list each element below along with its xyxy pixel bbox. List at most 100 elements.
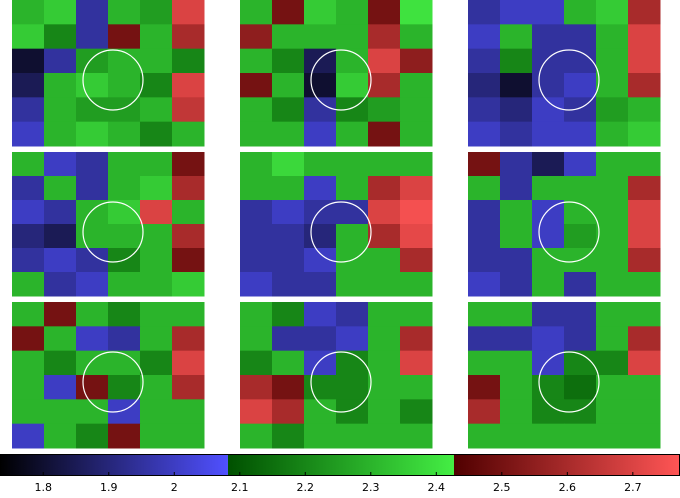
cell: [12, 272, 45, 297]
cell: [368, 302, 401, 327]
panel: [468, 0, 661, 147]
cell: [368, 48, 401, 74]
cell: [108, 176, 141, 201]
cell: [564, 24, 597, 50]
cell: [172, 152, 205, 177]
cell: [532, 224, 565, 249]
cell: [628, 224, 661, 249]
cell: [336, 24, 369, 50]
cell: [468, 200, 501, 225]
cell: [400, 272, 433, 297]
cell: [44, 350, 77, 376]
cell: [272, 24, 305, 50]
cell: [628, 121, 661, 147]
cell: [12, 350, 45, 376]
cell: [500, 224, 533, 249]
cell: [44, 399, 77, 425]
cell: [240, 48, 273, 74]
cell: [140, 248, 173, 273]
cell: [368, 152, 401, 177]
tick-label: 2: [171, 481, 178, 494]
cell: [564, 176, 597, 201]
cell: [336, 48, 369, 74]
tick-label: 1.9: [100, 481, 118, 494]
cell: [400, 399, 433, 425]
cell: [140, 399, 173, 425]
cell: [368, 176, 401, 201]
tick-label: 2.1: [231, 481, 249, 494]
cell: [240, 272, 273, 297]
cell: [596, 302, 629, 327]
cell: [240, 176, 273, 201]
cell: [468, 24, 501, 50]
cell: [12, 375, 45, 400]
cell: [564, 272, 597, 297]
cell: [44, 248, 77, 273]
cell: [468, 248, 501, 273]
cell: [596, 375, 629, 400]
cell: [500, 97, 533, 123]
aperture-circle: [310, 201, 372, 263]
cell: [596, 350, 629, 376]
cell: [108, 224, 141, 249]
cell: [628, 0, 661, 25]
cell: [336, 302, 369, 327]
cell: [336, 121, 369, 147]
cell: [628, 326, 661, 352]
cell: [76, 272, 109, 297]
cell: [564, 73, 597, 98]
cell: [140, 97, 173, 123]
cell: [628, 302, 661, 327]
cell: [108, 302, 141, 327]
cell: [596, 48, 629, 74]
cell: [140, 73, 173, 98]
cell: [500, 73, 533, 98]
cell: [532, 121, 565, 147]
cell: [628, 375, 661, 400]
tick-label: 2.5: [493, 481, 511, 494]
cell: [172, 48, 205, 74]
cell: [12, 121, 45, 147]
cell: [500, 399, 533, 425]
cell: [500, 302, 533, 327]
cell: [500, 326, 533, 352]
cell: [240, 423, 273, 449]
cell: [304, 375, 337, 400]
cell: [500, 423, 533, 449]
cell: [596, 73, 629, 98]
cell: [628, 97, 661, 123]
cell: [76, 48, 109, 74]
cell: [596, 272, 629, 297]
cell: [336, 272, 369, 297]
cell: [272, 224, 305, 249]
cell: [400, 200, 433, 225]
cell: [12, 326, 45, 352]
tick-label: 2.7: [624, 481, 642, 494]
cell: [500, 272, 533, 297]
cell: [468, 97, 501, 123]
cell: [172, 200, 205, 225]
cell: [628, 48, 661, 74]
cell: [172, 73, 205, 98]
cell: [532, 152, 565, 177]
cell: [400, 326, 433, 352]
cell: [76, 121, 109, 147]
cell: [336, 224, 369, 249]
cell: [108, 326, 141, 352]
cell: [596, 0, 629, 25]
cell: [240, 200, 273, 225]
aperture-circle: [538, 351, 600, 413]
cell: [172, 375, 205, 400]
aperture-circle: [538, 201, 600, 263]
cell: [500, 248, 533, 273]
panel: [12, 152, 205, 297]
cell: [240, 224, 273, 249]
cell: [368, 350, 401, 376]
cell: [400, 152, 433, 177]
cell: [596, 24, 629, 50]
cell: [304, 326, 337, 352]
cell: [76, 350, 109, 376]
cell: [500, 176, 533, 201]
cell: [76, 326, 109, 352]
cell: [12, 176, 45, 201]
